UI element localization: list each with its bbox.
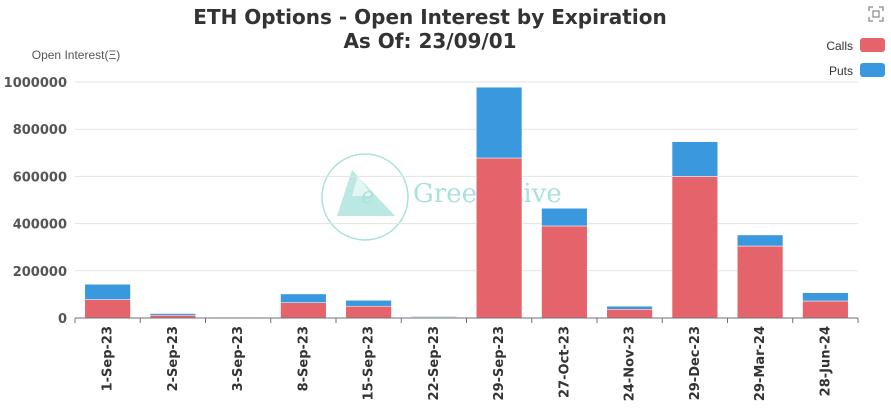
y-axis-label: Open Interest(Ξ)	[32, 48, 121, 62]
bar-puts-27-Oct-23[interactable]	[541, 208, 588, 227]
x-tick-label: 24-Nov-23	[623, 326, 638, 401]
x-tick-label: 2-Sep-23	[166, 326, 181, 391]
x-tick-label: 3-Sep-23	[231, 326, 246, 391]
x-tick-label: 28-Jun-24	[818, 326, 833, 396]
x-tick-label: 15-Sep-23	[362, 326, 377, 400]
bar-calls-1-Sep-23[interactable]	[84, 299, 131, 319]
fullscreen-icon[interactable]	[868, 6, 884, 22]
y-tick-label: 800000	[13, 123, 67, 138]
axes: 0 200000 400000 600000 800000 1000000 1-Sep-23…	[4, 76, 859, 401]
bar-puts-2-Sep-23[interactable]	[149, 313, 196, 316]
watermark: e GreeksLive	[321, 153, 562, 241]
watermark-logo-shape	[337, 170, 395, 216]
bar-calls-28-Jun-24[interactable]	[802, 300, 849, 319]
x-tick-label: 27-Oct-23	[557, 326, 572, 398]
x-tick-label: 29-Sep-23	[492, 326, 507, 400]
grid-lines	[75, 81, 858, 272]
legend-label: Calls	[826, 39, 853, 53]
watermark-logo-circle	[321, 153, 409, 241]
legend-swatch	[860, 63, 885, 77]
bar-puts-1-Sep-23[interactable]	[84, 284, 131, 300]
y-tick-label: 1000000	[4, 76, 67, 91]
bar-puts-28-Jun-24[interactable]	[802, 292, 849, 302]
legend-swatch	[860, 38, 885, 52]
watermark-logo-letter: e	[361, 184, 374, 209]
bar-calls-29-Dec-23[interactable]	[671, 176, 718, 319]
bar-puts-8-Sep-23[interactable]	[280, 293, 327, 303]
legend: Calls Puts	[826, 38, 885, 78]
bar-puts-29-Dec-23[interactable]	[671, 141, 718, 177]
x-tick-label: 8-Sep-23	[296, 326, 311, 391]
watermark-logo-shape-inner	[352, 175, 372, 196]
bar-puts-22-Sep-23[interactable]	[410, 316, 457, 318]
legend-item-calls[interactable]: Calls	[826, 38, 885, 53]
x-tick-label: 29-Dec-23	[688, 326, 703, 400]
bar-calls-29-Mar-24[interactable]	[737, 245, 784, 319]
bar-calls-15-Sep-23[interactable]	[345, 305, 392, 319]
y-tick-label: 0	[58, 312, 67, 327]
x-tick-label: 29-Mar-24	[753, 326, 768, 401]
y-tick-label: 200000	[13, 265, 67, 280]
bar-calls-8-Sep-23[interactable]	[280, 302, 327, 319]
chart-title: ETH Options - Open Interest by Expiratio…	[193, 5, 666, 29]
bar-calls-24-Nov-23[interactable]	[606, 309, 653, 319]
y-tick-label: 400000	[13, 218, 67, 233]
chart-subtitle: As Of: 23/09/01	[343, 29, 516, 53]
legend-item-puts[interactable]: Puts	[829, 63, 885, 78]
bar-calls-27-Oct-23[interactable]	[541, 225, 588, 319]
bar-puts-29-Sep-23[interactable]	[476, 86, 523, 159]
legend-label: Puts	[829, 64, 853, 78]
y-tick-label: 600000	[13, 170, 67, 185]
bar-puts-15-Sep-23[interactable]	[345, 300, 392, 307]
bar-puts-24-Nov-23[interactable]	[606, 305, 653, 310]
bar-calls-29-Sep-23[interactable]	[476, 157, 523, 319]
x-tick-label: 1-Sep-23	[101, 326, 116, 391]
bar-puts-29-Mar-24[interactable]	[737, 234, 784, 247]
x-tick-label: 22-Sep-23	[427, 326, 442, 400]
